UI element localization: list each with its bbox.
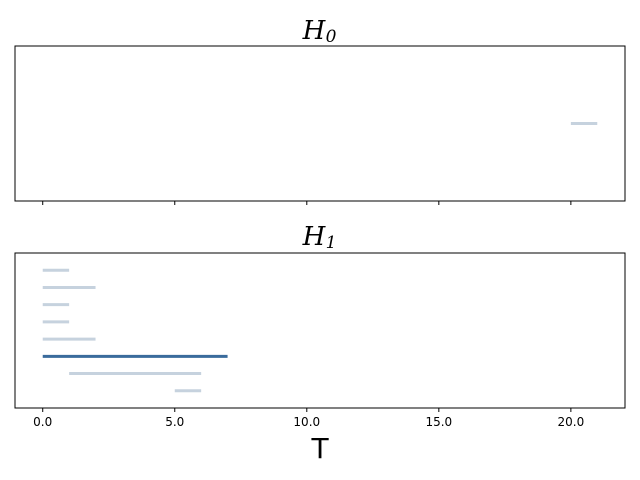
panel-title-subscript-1: 1 — [326, 233, 337, 253]
x-tick-label: 0.0 — [33, 415, 52, 429]
x-axis-label: T — [310, 432, 329, 465]
panel-title-subscript-0: 0 — [326, 27, 337, 47]
x-tick-label: 20.0 — [558, 415, 585, 429]
panel-title-0: H — [302, 16, 327, 46]
plot-frame-1 — [14, 252, 626, 409]
barcode-panel-1: H 10.0 5.0 10.0 15.0 20.0T — [14, 222, 626, 465]
plot-frame-0 — [14, 45, 626, 202]
x-tick-label: 5.0 — [165, 415, 184, 429]
panel-title-1: H — [302, 222, 327, 252]
x-tick-label: 15.0 — [425, 415, 452, 429]
x-tick-label: 10.0 — [293, 415, 320, 429]
